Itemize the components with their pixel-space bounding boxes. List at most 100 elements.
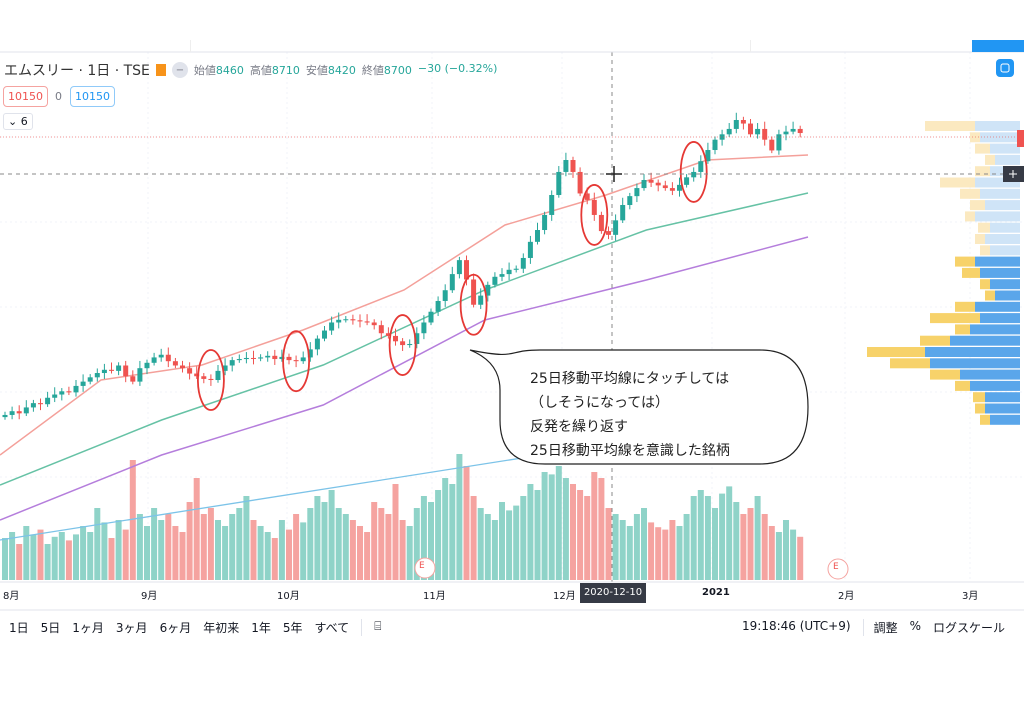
indicator-count: 6 bbox=[20, 115, 28, 128]
range-ytd[interactable]: 年初来 bbox=[203, 621, 240, 635]
calendar-range-icon[interactable]: ⌸ bbox=[361, 619, 381, 636]
candle-body bbox=[236, 359, 242, 361]
volume-bar bbox=[335, 508, 342, 580]
candle-body bbox=[215, 370, 221, 381]
buy-button[interactable]: 10150 bbox=[70, 86, 115, 107]
candle-body bbox=[350, 319, 356, 321]
range-all[interactable]: すべて bbox=[314, 621, 350, 635]
volume-profile-down bbox=[955, 380, 970, 391]
candle-body bbox=[542, 214, 548, 231]
annotation-line: （しそうになっては） bbox=[530, 395, 670, 411]
volume-profile-down bbox=[975, 403, 985, 414]
candle-body bbox=[329, 322, 335, 331]
range-1y[interactable]: 1年 bbox=[251, 621, 271, 635]
crosshair-date: 2020-12-10 bbox=[580, 583, 646, 603]
candle-body bbox=[109, 369, 114, 371]
candle-body bbox=[286, 356, 292, 361]
candle-body bbox=[684, 177, 690, 185]
high-value: 8710 bbox=[271, 64, 300, 77]
volume-bar bbox=[548, 474, 555, 580]
candle-body bbox=[52, 394, 58, 398]
volume-bar bbox=[378, 508, 385, 580]
candle-body bbox=[677, 184, 682, 191]
highlight-circle bbox=[580, 184, 609, 246]
volume-bar bbox=[591, 472, 598, 580]
volume-bar bbox=[179, 532, 186, 580]
volume-bar bbox=[158, 520, 165, 580]
volume-profile-up bbox=[980, 313, 1020, 324]
volume-bar bbox=[442, 478, 449, 580]
candle-body bbox=[421, 322, 427, 334]
volume-profile-down bbox=[955, 301, 975, 312]
candle-body bbox=[449, 274, 455, 291]
volume-bar bbox=[662, 529, 669, 580]
range-5d[interactable]: 5日 bbox=[40, 621, 61, 635]
volume-bar bbox=[527, 484, 534, 580]
volume-profile-up bbox=[950, 335, 1020, 346]
volume-profile-down bbox=[925, 121, 975, 131]
chevron-down-icon: ⌄ bbox=[8, 115, 18, 128]
volume-bar bbox=[655, 527, 662, 580]
range-3m[interactable]: 3ヶ月 bbox=[115, 621, 148, 635]
sell-button[interactable]: 10150 bbox=[3, 86, 48, 107]
earnings-marker[interactable] bbox=[414, 557, 436, 579]
range-5y[interactable]: 5年 bbox=[282, 621, 303, 635]
candle-body bbox=[535, 230, 540, 242]
volume-bar bbox=[641, 508, 647, 580]
fullscreen-button[interactable] bbox=[996, 59, 1014, 77]
log-scale-toggle[interactable]: ログスケール bbox=[932, 621, 1005, 635]
volume-profile-down bbox=[867, 347, 925, 357]
candle-body bbox=[435, 300, 441, 312]
volume-bar bbox=[172, 526, 179, 580]
volume-bar bbox=[598, 478, 605, 580]
candle-body bbox=[655, 182, 661, 186]
minus-icon[interactable]: − bbox=[171, 62, 188, 78]
candle-body bbox=[499, 274, 505, 277]
volume-bar bbox=[51, 536, 58, 580]
volume-profile-down bbox=[985, 154, 995, 165]
volume-bar bbox=[271, 538, 278, 580]
volume-profile-up bbox=[975, 256, 1020, 267]
candle-body bbox=[442, 290, 448, 301]
publish-button[interactable] bbox=[972, 40, 1024, 52]
volume-profile-down bbox=[973, 392, 985, 403]
volume-profile-up bbox=[995, 290, 1020, 301]
volume-profile-down bbox=[940, 177, 975, 188]
earnings-marker[interactable] bbox=[827, 558, 849, 580]
volume-profile-up bbox=[975, 121, 1020, 131]
candle-body bbox=[258, 357, 264, 359]
candle-body bbox=[492, 276, 498, 285]
candle-body bbox=[87, 377, 93, 382]
candle-body bbox=[30, 403, 36, 408]
volume-bar bbox=[314, 496, 321, 580]
candle-body bbox=[570, 160, 576, 172]
x-tick: 9月 bbox=[141, 591, 158, 602]
volume-bar bbox=[94, 508, 101, 580]
range-1d[interactable]: 1日 bbox=[9, 621, 29, 635]
volume-bar bbox=[676, 526, 683, 580]
ohlc-values: 始値8460 高値8710 安値8420 終値8700 −30 (−0.32%) bbox=[194, 62, 497, 78]
indicators-toggle[interactable]: ⌄ 6 bbox=[3, 113, 33, 130]
volume-bar bbox=[520, 496, 527, 580]
ma-line-ma50 bbox=[0, 192, 809, 486]
candle-body bbox=[45, 397, 51, 405]
volume-bar bbox=[605, 508, 612, 580]
candle-body bbox=[364, 321, 370, 323]
adjust-toggle[interactable]: 調整 bbox=[862, 619, 898, 636]
candle-body bbox=[165, 354, 171, 362]
candle-body bbox=[712, 139, 718, 151]
range-6m[interactable]: 6ヶ月 bbox=[159, 621, 192, 635]
highlight-circle bbox=[196, 349, 225, 411]
change-value: −30 (−0.32%) bbox=[417, 62, 498, 75]
candle-body bbox=[669, 188, 675, 191]
symbol-title[interactable]: エムスリー · 1日 · TSE bbox=[4, 63, 150, 79]
volume-bar bbox=[108, 538, 115, 580]
volume-profile-down bbox=[985, 290, 995, 301]
bottom-right-controls: 19:18:46 (UTC+9) 調整 % ログスケール bbox=[742, 619, 1005, 636]
candle-body bbox=[478, 295, 484, 305]
range-1m[interactable]: 1ヶ月 bbox=[72, 621, 104, 635]
percent-toggle[interactable]: % bbox=[909, 619, 921, 633]
volume-bar bbox=[633, 514, 640, 580]
candle-body bbox=[762, 128, 768, 140]
